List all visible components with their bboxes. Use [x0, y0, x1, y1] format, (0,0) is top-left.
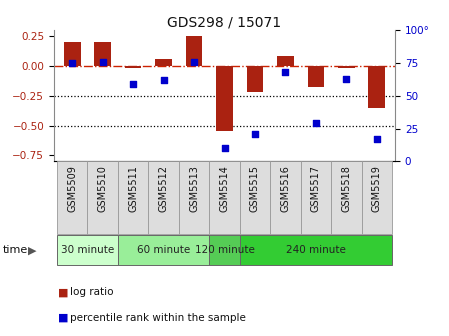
Point — [190, 59, 198, 65]
Point — [129, 81, 136, 87]
Point — [251, 131, 259, 136]
Bar — [148, 161, 179, 234]
Bar — [125, 66, 141, 68]
Bar — [88, 161, 118, 234]
Title: GDS298 / 15071: GDS298 / 15071 — [167, 15, 282, 29]
Text: GSM5515: GSM5515 — [250, 165, 260, 212]
Point — [160, 77, 167, 83]
Text: GSM5519: GSM5519 — [372, 165, 382, 212]
Bar — [57, 235, 118, 265]
Text: GSM5511: GSM5511 — [128, 165, 138, 212]
Text: GSM5509: GSM5509 — [67, 165, 77, 212]
Bar — [155, 59, 172, 66]
Point — [99, 59, 106, 65]
Bar — [308, 66, 324, 87]
Text: ■: ■ — [58, 312, 69, 323]
Bar — [64, 42, 80, 66]
Bar — [209, 161, 240, 234]
Bar — [369, 66, 385, 108]
Text: GSM5517: GSM5517 — [311, 165, 321, 212]
Text: 60 minute: 60 minute — [137, 245, 190, 255]
Bar — [247, 66, 264, 92]
Text: 120 minute: 120 minute — [194, 245, 255, 255]
Bar — [331, 161, 361, 234]
Text: GSM5516: GSM5516 — [281, 165, 291, 212]
Point — [373, 136, 380, 142]
Bar — [277, 56, 294, 66]
Bar — [240, 235, 392, 265]
Text: ▶: ▶ — [28, 245, 36, 255]
Bar — [118, 161, 148, 234]
Text: 240 minute: 240 minute — [286, 245, 346, 255]
Text: GSM5513: GSM5513 — [189, 165, 199, 212]
Point — [69, 60, 76, 66]
Bar — [94, 42, 111, 66]
Point — [343, 76, 350, 81]
Point — [313, 121, 320, 126]
Bar — [209, 235, 240, 265]
Bar — [118, 235, 209, 265]
Bar — [185, 36, 202, 66]
Text: GSM5518: GSM5518 — [341, 165, 352, 212]
Bar — [240, 161, 270, 234]
Text: 30 minute: 30 minute — [61, 245, 114, 255]
Point — [221, 145, 228, 151]
Text: log ratio: log ratio — [70, 287, 113, 297]
Text: GSM5512: GSM5512 — [158, 165, 168, 212]
Text: GSM5514: GSM5514 — [220, 165, 229, 212]
Text: ■: ■ — [58, 287, 69, 297]
Bar — [57, 161, 88, 234]
Bar — [338, 66, 355, 68]
Bar — [270, 161, 301, 234]
Point — [282, 70, 289, 75]
Text: GSM5510: GSM5510 — [97, 165, 108, 212]
Bar — [301, 161, 331, 234]
Text: percentile rank within the sample: percentile rank within the sample — [70, 312, 246, 323]
Text: time: time — [2, 245, 27, 255]
Bar — [216, 66, 233, 131]
Bar — [361, 161, 392, 234]
Bar — [179, 161, 209, 234]
